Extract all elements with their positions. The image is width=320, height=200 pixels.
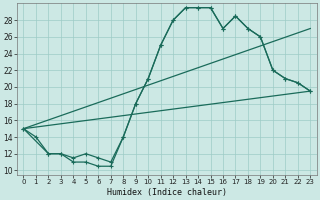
X-axis label: Humidex (Indice chaleur): Humidex (Indice chaleur) — [107, 188, 227, 197]
